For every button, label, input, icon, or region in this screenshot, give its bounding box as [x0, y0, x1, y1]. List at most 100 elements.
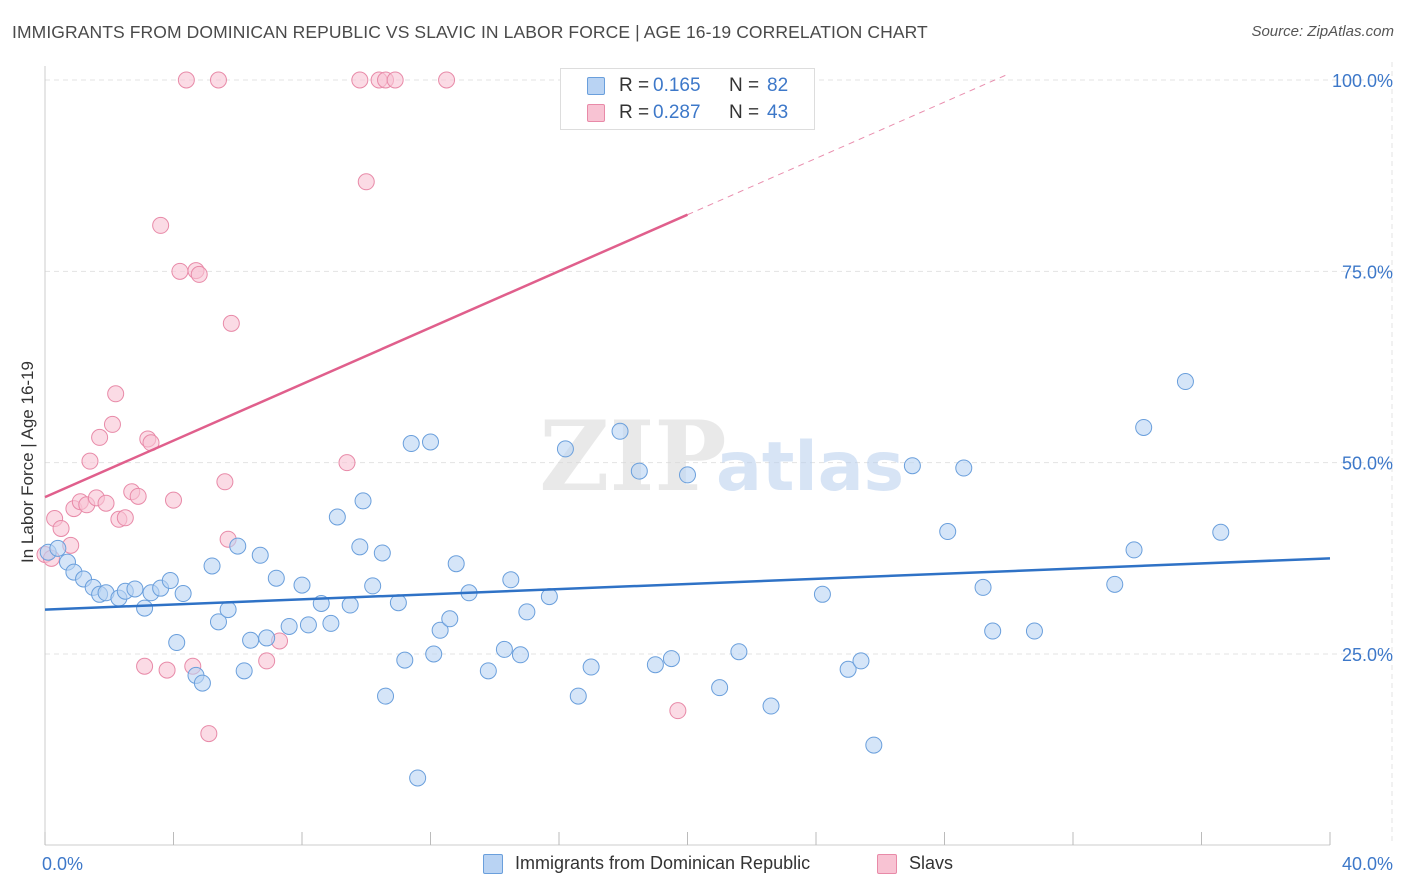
dominican-point [168, 634, 186, 652]
dominican-point [242, 631, 260, 649]
slavs-point [107, 385, 125, 403]
dominican-point [839, 660, 857, 678]
dominican-point [409, 769, 427, 787]
y-axis-label: In Labor Force | Age 16-19 [18, 361, 37, 563]
dominican-point [431, 621, 449, 639]
dominican-point [1135, 418, 1153, 436]
dominican-point [556, 440, 574, 458]
x-tick-label: 40.0% [1342, 854, 1393, 874]
dominican-point [447, 555, 465, 573]
dominican-point [351, 538, 369, 556]
chart-title: IMMIGRANTS FROM DOMINICAN REPUBLIC VS SL… [12, 22, 928, 42]
dominican-point [299, 616, 317, 634]
slavs-point [158, 661, 176, 679]
slavs-point [200, 725, 218, 743]
dominican-point [193, 674, 211, 692]
dominican-point [267, 569, 285, 587]
y-tick-label: 100.0% [1332, 71, 1393, 91]
dominican-point [251, 546, 269, 564]
dominican-point [136, 599, 154, 617]
gridlines [45, 62, 1394, 845]
dominican-point [852, 652, 870, 670]
dominican-point [569, 687, 587, 705]
slavs-point [136, 657, 154, 675]
legend-r-value: 0.165 [653, 75, 701, 96]
slavs-point [165, 491, 182, 509]
legend-n-label: N = [729, 102, 760, 123]
dominican-point [354, 492, 372, 510]
dominican-trend-line [44, 557, 1331, 611]
slavs-point [351, 71, 369, 89]
legend-r-value: 0.287 [653, 102, 701, 123]
slavs-point [81, 452, 99, 470]
dominican-point [813, 585, 831, 603]
axes [44, 66, 1331, 846]
slavs-point [357, 173, 375, 191]
dominican-point [341, 596, 359, 614]
slavs-point [103, 415, 121, 433]
dominican-point [1106, 575, 1124, 593]
dominican-point [762, 697, 780, 715]
stats-legend: R = 0.165 N = 82 R = 0.287 N = 43 [560, 68, 815, 130]
dominican-point [939, 523, 957, 541]
slavs-point [222, 314, 240, 332]
slavs-point [52, 519, 70, 537]
dominican-point [396, 651, 414, 669]
dominican-point [518, 603, 536, 621]
slavs-point [177, 71, 195, 89]
dominican-point [364, 577, 382, 595]
slavs-trend-line [44, 213, 689, 499]
dominican-point [955, 459, 973, 477]
slavs-point [258, 652, 276, 670]
legend-swatch-slavs [587, 104, 605, 122]
bottom-legend-swatch-slavs [877, 854, 897, 874]
dominican-point [425, 645, 443, 663]
dominican-point [646, 656, 664, 674]
slavs-point [216, 473, 234, 491]
watermark: ZIP atlas [539, 400, 904, 513]
slavs-point [91, 428, 109, 446]
x-tick-label: 0.0% [42, 854, 83, 874]
dominican-point [161, 572, 179, 590]
bottom-legend-label-slavs: Slavs [909, 853, 954, 873]
legend-n-label: N = [729, 75, 760, 96]
slavs-point [116, 509, 134, 527]
legend-n-value: 43 [767, 102, 789, 123]
bottom-legend-swatch-dominican [483, 854, 503, 874]
dominican-point [209, 613, 227, 631]
dominican-point [280, 617, 298, 635]
slavs-point [190, 265, 208, 283]
trend-lines [44, 73, 1331, 611]
y-tick-label: 50.0% [1342, 454, 1393, 474]
dominican-point [229, 537, 247, 555]
dominican-point [540, 588, 558, 606]
watermark-zip: ZIP [539, 400, 726, 513]
dominican-point [984, 622, 1002, 640]
dominican-point [582, 658, 600, 676]
dominican-point [1176, 373, 1194, 391]
dominican-point [441, 610, 459, 628]
dominican-point [1212, 523, 1230, 541]
slavs-point [171, 262, 189, 280]
dominican-point [219, 601, 237, 619]
legend-n-value: 82 [767, 75, 789, 96]
dominican-point [174, 585, 192, 603]
y-tick-label: 25.0% [1342, 645, 1393, 665]
dominican-point [865, 736, 883, 754]
dominican-point [293, 576, 311, 594]
y-tick-label: 75.0% [1342, 262, 1393, 282]
dominican-point [711, 679, 729, 697]
slavs-point [338, 454, 356, 472]
dominican-point [511, 646, 529, 664]
dominican-point [479, 662, 497, 680]
dominican-point [235, 662, 253, 680]
slavs-point [669, 702, 687, 720]
dominican-point [422, 433, 439, 451]
dominican-point [377, 687, 395, 705]
dominican-point [373, 544, 391, 562]
dominican-point [495, 640, 513, 658]
dominican-point [1125, 541, 1143, 559]
dominican-point [126, 580, 144, 598]
slavs-point [209, 71, 227, 89]
